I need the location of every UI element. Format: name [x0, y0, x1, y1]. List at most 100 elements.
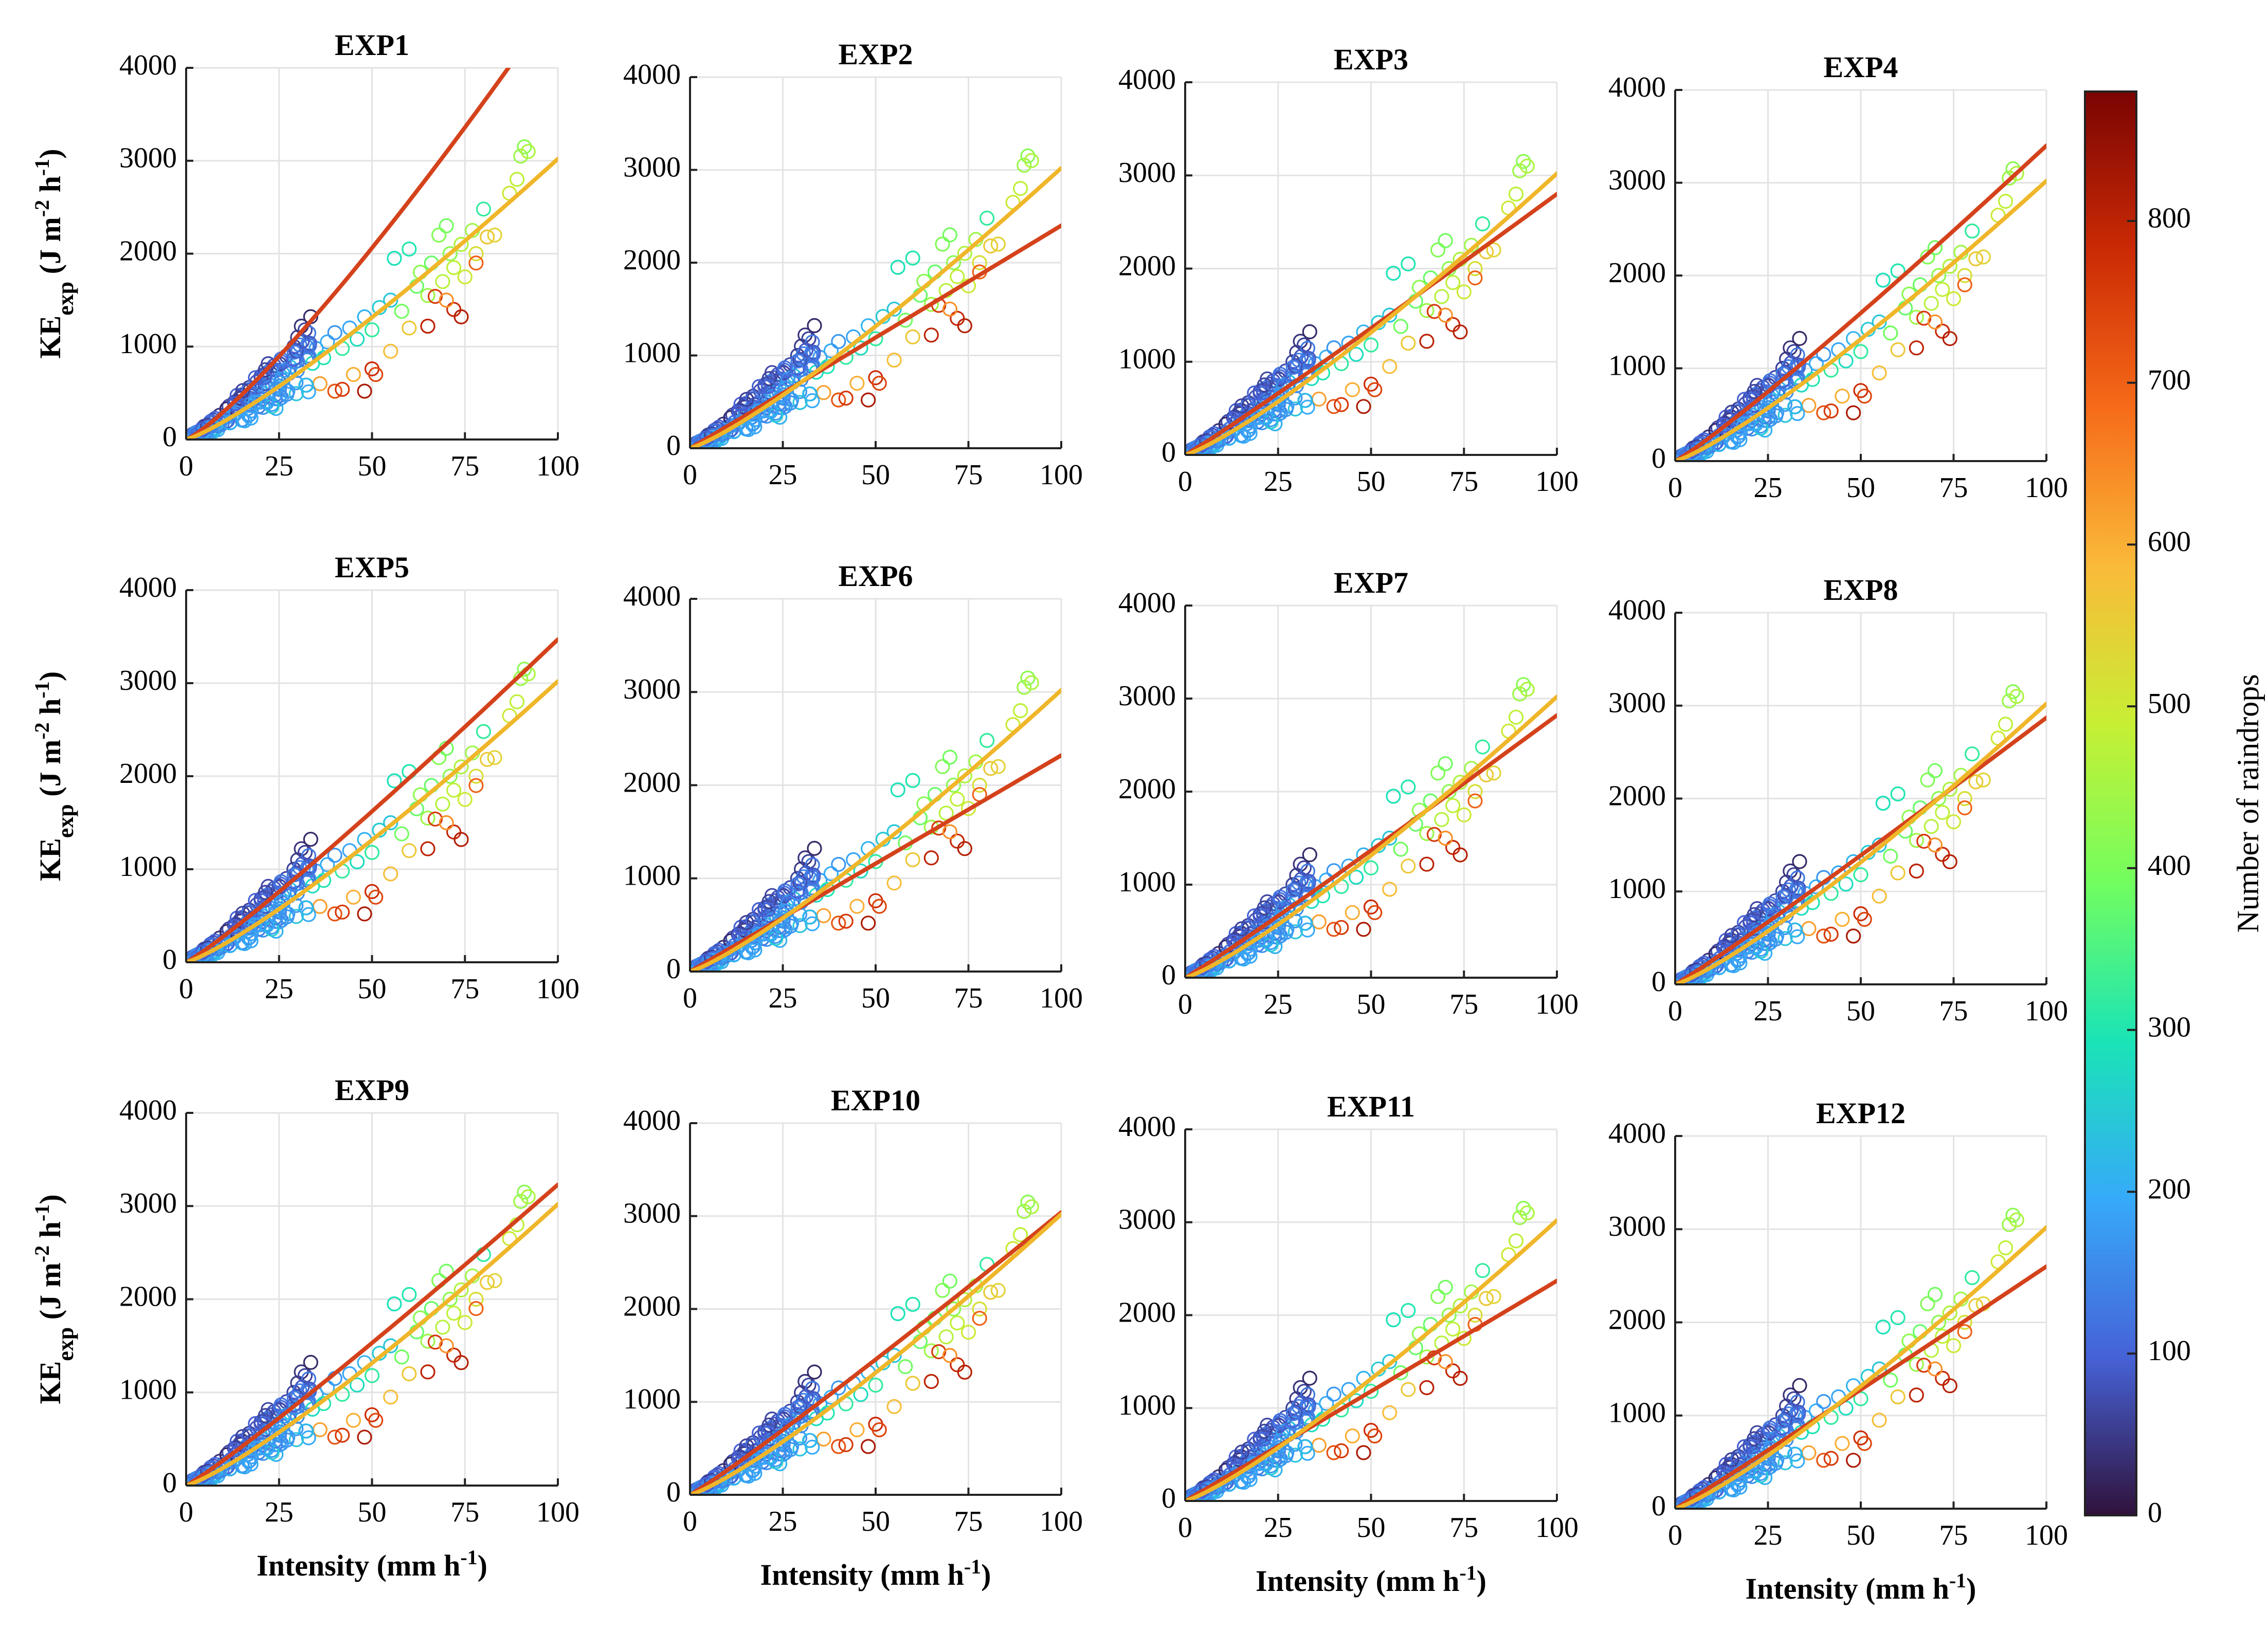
data-point	[790, 353, 806, 369]
data-point	[1297, 393, 1313, 408]
observation-points	[1185, 1201, 1535, 1501]
data-point	[1790, 406, 1805, 422]
data-point	[1382, 1405, 1398, 1420]
panel-title: EXP3	[1334, 43, 1408, 76]
data-point	[790, 360, 805, 376]
data-point	[905, 250, 920, 266]
data-point	[1301, 1399, 1316, 1415]
x-tick-label: 0	[1668, 995, 1682, 1027]
data-point	[983, 238, 999, 254]
data-point	[816, 908, 831, 923]
data-point	[1486, 765, 1501, 781]
data-point	[1445, 317, 1461, 332]
data-point	[517, 662, 532, 677]
x-tick-label: 50	[861, 459, 890, 491]
data-point	[1737, 392, 1752, 407]
data-point	[1516, 677, 1531, 692]
panel-title: EXP8	[1824, 573, 1898, 607]
data-point	[783, 395, 799, 411]
y-tick-label: 0	[1162, 1482, 1176, 1514]
data-point	[1675, 975, 1689, 984]
data-point	[402, 1287, 417, 1302]
data-point	[479, 752, 495, 767]
data-point	[1790, 1407, 1806, 1422]
data-point	[898, 1359, 913, 1375]
data-point	[442, 768, 458, 784]
fit-lines	[186, 1182, 558, 1486]
data-point	[1816, 1453, 1831, 1468]
data-point	[1931, 1314, 1947, 1330]
data-point	[225, 408, 240, 424]
data-point	[1382, 830, 1398, 846]
data-point	[1430, 242, 1446, 258]
data-point	[186, 430, 199, 439]
data-point	[905, 1296, 920, 1312]
data-point	[1382, 1354, 1398, 1369]
data-point	[1998, 194, 2013, 209]
x-tick-label: 100	[536, 450, 579, 482]
data-point	[1301, 353, 1316, 369]
data-point	[1909, 1387, 1924, 1403]
data-point	[453, 1355, 469, 1370]
data-point	[442, 1291, 458, 1307]
y-tick-label: 3000	[1118, 680, 1176, 712]
observation-points	[690, 670, 1039, 972]
data-point	[1349, 869, 1364, 885]
data-point	[364, 845, 380, 860]
data-point	[402, 1366, 417, 1382]
panel-title: EXP5	[335, 551, 409, 584]
data-point	[420, 841, 436, 856]
data-point	[1438, 1279, 1453, 1295]
x-tick-label: 50	[861, 1506, 890, 1537]
data-point	[286, 874, 301, 890]
data-point	[420, 318, 436, 334]
x-tick-label: 50	[1846, 1519, 1875, 1551]
data-point	[1257, 1423, 1272, 1439]
data-point	[1726, 1482, 1741, 1498]
fit-lines	[1185, 1218, 1557, 1501]
y-tick-label: 4000	[1118, 1111, 1176, 1143]
data-point	[831, 1380, 846, 1396]
data-point	[1512, 686, 1528, 702]
data-point	[420, 1333, 436, 1349]
colorbar-tick-label: 400	[2148, 850, 2191, 882]
data-point	[1486, 242, 1501, 258]
data-point	[1257, 377, 1272, 393]
x-tick-label: 50	[1357, 466, 1386, 498]
x-tick-label: 50	[358, 1496, 387, 1528]
data-point	[1965, 746, 1980, 762]
data-point	[1296, 337, 1312, 353]
data-point	[739, 392, 754, 407]
data-point	[327, 1430, 342, 1445]
data-point	[1783, 1402, 1799, 1418]
data-point	[1438, 756, 1453, 772]
data-point	[513, 1194, 529, 1209]
data-point	[1957, 277, 1972, 292]
reference-fit-line	[690, 166, 1061, 448]
data-point	[1278, 401, 1294, 417]
data-point	[1382, 307, 1398, 323]
model-fit-line	[1675, 716, 2046, 984]
data-point	[1931, 791, 1947, 807]
data-point	[1777, 1455, 1793, 1471]
y-tick-label: 3000	[1608, 687, 1666, 719]
data-point	[1790, 929, 1805, 944]
data-point	[286, 352, 301, 367]
data-point	[1278, 1448, 1294, 1463]
observation-points	[690, 148, 1039, 448]
data-point	[931, 820, 947, 836]
data-point	[228, 396, 243, 412]
y-tick-label: 1000	[1608, 350, 1666, 381]
data-point	[690, 439, 703, 448]
data-point	[849, 1422, 865, 1438]
observation-points	[1675, 684, 2024, 984]
data-point	[327, 848, 342, 863]
data-point	[2009, 1212, 2024, 1228]
data-point	[1467, 793, 1483, 809]
data-point	[1020, 148, 1036, 163]
data-point	[1247, 1432, 1262, 1447]
data-point	[1326, 1445, 1341, 1460]
y-tick-label: 4000	[119, 49, 177, 81]
data-point	[1234, 398, 1249, 414]
y-tick-label: 0	[1652, 443, 1666, 474]
